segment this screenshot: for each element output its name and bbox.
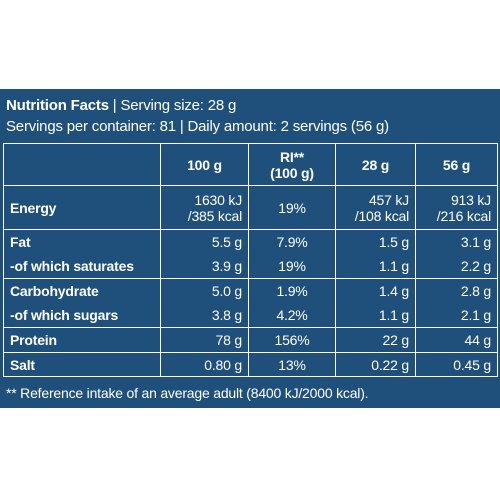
row-label-sugars: -of which sugars	[3, 303, 161, 328]
col-header-ri: RI** (100 g)	[248, 143, 336, 186]
row-label-protein: Protein	[3, 327, 161, 353]
fat-ri: 7.9%	[248, 229, 336, 255]
nutrition-header: Nutrition Facts | Serving size: 28 g	[6, 97, 236, 115]
carb-56g: 2.8 g	[415, 278, 498, 304]
salt-56g: 0.45 g	[415, 352, 498, 377]
sugars-28g: 1.1 g	[335, 303, 416, 328]
sugars-56g: 2.1 g	[415, 303, 498, 328]
saturates-56g: 2.2 g	[415, 254, 498, 279]
salt-100g: 0.80 g	[160, 352, 249, 377]
sugars-100g: 3.8 g	[160, 303, 249, 328]
salt-ri: 13%	[248, 352, 336, 377]
salt-28g: 0.22 g	[335, 352, 416, 377]
serving-size: | Serving size: 28 g	[108, 97, 237, 114]
col-header-28g: 28 g	[335, 143, 416, 186]
col-header-100g: 100 g	[160, 143, 249, 186]
fat-100g: 5.5 g	[160, 229, 249, 255]
energy-28g-kj: 457 kJ	[368, 191, 409, 208]
table-row: Protein 78 g 156% 22 g 44 g	[3, 327, 498, 353]
protein-28g: 22 g	[335, 327, 416, 353]
row-label-salt: Salt	[3, 352, 161, 377]
col-header-56g: 56 g	[415, 143, 498, 186]
saturates-28g: 1.1 g	[335, 254, 416, 279]
fat-56g: 3.1 g	[415, 229, 498, 255]
energy-ri: 19%	[248, 185, 336, 230]
table-row: Carbohydrate 5.0 g 1.9% 1.4 g 2.8 g	[3, 278, 498, 304]
reference-footnote: ** Reference intake of an average adult …	[6, 385, 369, 401]
fat-28g: 1.5 g	[335, 229, 416, 255]
table-row: Salt 0.80 g 13% 0.22 g 0.45 g	[3, 352, 498, 377]
nutrition-panel: Nutrition Facts | Serving size: 28 g Ser…	[0, 89, 500, 408]
energy-100g-kj: 1630 kJ	[194, 191, 242, 208]
table-row: Energy 1630 kJ/385 kcal 19% 457 kJ/108 k…	[3, 185, 498, 230]
row-label-fat: Fat	[3, 229, 161, 255]
saturates-ri: 19%	[248, 254, 336, 279]
row-label-energy: Energy	[3, 185, 161, 230]
table-row: -of which saturates 3.9 g 19% 1.1 g 2.2 …	[3, 254, 498, 279]
energy-28g-kcal: /108 kcal	[354, 207, 409, 224]
energy-100g: 1630 kJ/385 kcal	[160, 185, 249, 230]
row-label-saturates: -of which saturates	[3, 254, 161, 279]
table-row: Fat 5.5 g 7.9% 1.5 g 3.1 g	[3, 229, 498, 255]
energy-100g-kcal: /385 kcal	[187, 207, 242, 224]
servings-info: Servings per container: 81 | Daily amoun…	[6, 118, 389, 135]
protein-100g: 78 g	[160, 327, 249, 353]
energy-56g-kj: 913 kJ	[450, 191, 491, 208]
nutrition-table: 100 g RI** (100 g) 28 g 56 g Energy 1630 …	[3, 143, 498, 377]
protein-ri: 156%	[248, 327, 336, 353]
col-header-ri-label: RI**	[279, 148, 305, 165]
sugars-ri: 4.2%	[248, 303, 336, 328]
panel-title: Nutrition Facts	[6, 97, 109, 114]
table-header-row: 100 g RI** (100 g) 28 g 56 g	[3, 143, 498, 186]
col-header-ri-unit: (100 g)	[270, 164, 314, 181]
header-empty-cell	[3, 143, 161, 186]
energy-28g: 457 kJ/108 kcal	[335, 185, 416, 230]
saturates-100g: 3.9 g	[160, 254, 249, 279]
carb-ri: 1.9%	[248, 278, 336, 304]
carb-100g: 5.0 g	[160, 278, 249, 304]
energy-56g: 913 kJ/216 kcal	[415, 185, 498, 230]
row-label-carbohydrate: Carbohydrate	[3, 278, 161, 304]
energy-56g-kcal: /216 kcal	[436, 207, 491, 224]
table-row: -of which sugars 3.8 g 4.2% 1.1 g 2.1 g	[3, 303, 498, 328]
protein-56g: 44 g	[415, 327, 498, 353]
carb-28g: 1.4 g	[335, 278, 416, 304]
